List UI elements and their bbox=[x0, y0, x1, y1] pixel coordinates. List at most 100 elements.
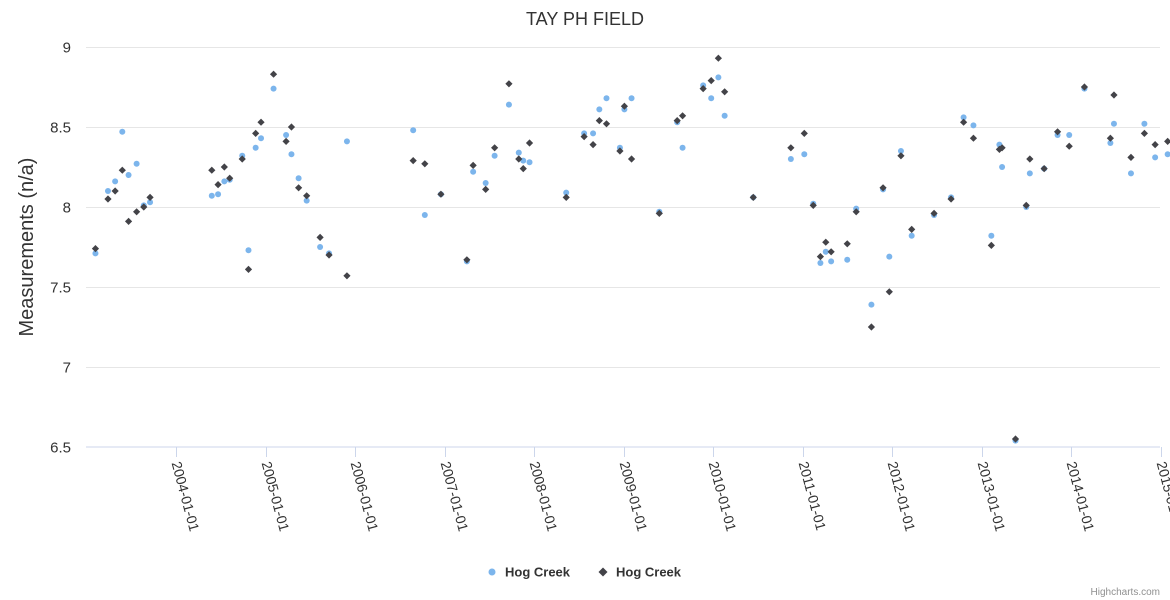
data-point-diamond[interactable] bbox=[699, 85, 707, 93]
data-point-circle[interactable] bbox=[787, 156, 794, 162]
data-point-circle[interactable] bbox=[628, 95, 635, 102]
data-point-diamond[interactable] bbox=[469, 161, 477, 169]
data-point-diamond[interactable] bbox=[620, 102, 628, 110]
data-point-circle[interactable] bbox=[721, 112, 728, 119]
data-point-circle[interactable] bbox=[526, 159, 533, 166]
data-point-diamond[interactable] bbox=[930, 209, 938, 217]
data-point-circle[interactable] bbox=[708, 95, 715, 102]
data-point-circle[interactable] bbox=[960, 114, 967, 121]
data-point-circle[interactable] bbox=[133, 160, 140, 167]
data-point-diamond[interactable] bbox=[463, 256, 471, 264]
data-point-diamond[interactable] bbox=[226, 174, 234, 182]
data-point-circle[interactable] bbox=[245, 247, 252, 254]
data-point-diamond[interactable] bbox=[252, 129, 260, 137]
data-point-diamond[interactable] bbox=[721, 88, 729, 96]
data-point-circle[interactable] bbox=[270, 85, 277, 92]
data-point-circle[interactable] bbox=[868, 301, 875, 308]
data-point-circle[interactable] bbox=[1110, 120, 1117, 127]
data-point-diamond[interactable] bbox=[827, 248, 835, 256]
data-point-circle[interactable] bbox=[491, 152, 498, 159]
data-point-diamond[interactable] bbox=[316, 233, 324, 241]
data-point-diamond[interactable] bbox=[998, 144, 1006, 152]
data-point-circle[interactable] bbox=[252, 144, 259, 151]
data-point-circle[interactable] bbox=[988, 232, 995, 239]
data-point-diamond[interactable] bbox=[602, 120, 611, 128]
data-point-diamond[interactable] bbox=[238, 155, 246, 163]
data-point-circle[interactable] bbox=[715, 74, 722, 81]
data-point-circle[interactable] bbox=[1141, 120, 1148, 127]
data-point-diamond[interactable] bbox=[515, 155, 523, 163]
data-point-circle[interactable] bbox=[119, 128, 126, 135]
data-point-circle[interactable] bbox=[908, 232, 915, 239]
data-point-diamond[interactable] bbox=[295, 184, 303, 192]
data-point-diamond[interactable] bbox=[409, 157, 417, 165]
data-point-diamond[interactable] bbox=[214, 181, 222, 189]
data-point-diamond[interactable] bbox=[269, 70, 278, 78]
data-point-circle[interactable] bbox=[1152, 154, 1159, 161]
data-point-diamond[interactable] bbox=[749, 193, 757, 201]
legend-item-hog-creek-circle[interactable]: Hog Creek bbox=[488, 565, 571, 580]
legend[interactable]: Hog Creek Hog Creek bbox=[488, 565, 682, 580]
data-point-diamond[interactable] bbox=[655, 209, 663, 217]
data-point-diamond[interactable] bbox=[303, 192, 311, 200]
data-point-diamond[interactable] bbox=[616, 147, 624, 155]
data-point-circle[interactable] bbox=[1026, 170, 1033, 177]
data-point-diamond[interactable] bbox=[843, 240, 851, 248]
data-point-diamond[interactable] bbox=[908, 225, 916, 233]
data-point-diamond[interactable] bbox=[627, 155, 636, 163]
data-point-circle[interactable] bbox=[112, 178, 119, 185]
data-point-diamond[interactable] bbox=[822, 238, 830, 246]
data-point-circle[interactable] bbox=[283, 132, 290, 138]
data-point-diamond[interactable] bbox=[491, 144, 499, 152]
data-point-diamond[interactable] bbox=[1106, 134, 1114, 142]
data-point-diamond[interactable] bbox=[885, 288, 893, 296]
data-point-circle[interactable] bbox=[410, 127, 417, 134]
data-point-diamond[interactable] bbox=[969, 134, 978, 142]
data-point-circle[interactable] bbox=[343, 138, 350, 145]
data-point-circle[interactable] bbox=[515, 149, 522, 156]
data-point-diamond[interactable] bbox=[1140, 129, 1148, 137]
data-point-diamond[interactable] bbox=[879, 184, 887, 192]
data-point-circle[interactable] bbox=[92, 250, 99, 257]
data-point-circle[interactable] bbox=[215, 191, 222, 198]
data-point-circle[interactable] bbox=[844, 256, 851, 263]
legend-item-hog-creek-diamond[interactable]: Hog Creek bbox=[598, 565, 682, 580]
data-point-diamond[interactable] bbox=[1026, 155, 1034, 163]
data-point-diamond[interactable] bbox=[800, 129, 808, 137]
data-point-circle[interactable] bbox=[295, 175, 302, 182]
data-point-diamond[interactable] bbox=[104, 195, 112, 203]
data-point-diamond[interactable] bbox=[257, 118, 265, 126]
data-point-diamond[interactable] bbox=[589, 141, 597, 149]
data-point-diamond[interactable] bbox=[244, 265, 253, 273]
data-point-diamond[interactable] bbox=[525, 139, 534, 147]
data-point-circle[interactable] bbox=[317, 244, 324, 250]
data-point-circle[interactable] bbox=[590, 130, 597, 137]
data-point-circle[interactable] bbox=[828, 258, 835, 265]
data-point-diamond[interactable] bbox=[146, 193, 154, 201]
data-point-circle[interactable] bbox=[482, 180, 489, 186]
data-point-diamond[interactable] bbox=[343, 272, 351, 280]
data-point-diamond[interactable] bbox=[947, 195, 955, 203]
data-point-diamond[interactable] bbox=[678, 112, 687, 120]
data-point-diamond[interactable] bbox=[124, 217, 133, 225]
data-point-diamond[interactable] bbox=[118, 166, 126, 174]
data-point-diamond[interactable] bbox=[287, 123, 296, 131]
data-point-diamond[interactable] bbox=[595, 117, 603, 125]
data-point-diamond[interactable] bbox=[220, 163, 228, 171]
data-point-circle[interactable] bbox=[999, 164, 1006, 170]
data-point-circle[interactable] bbox=[1066, 132, 1073, 138]
data-point-circle[interactable] bbox=[421, 212, 428, 218]
data-point-diamond[interactable] bbox=[1151, 141, 1159, 149]
data-point-circle[interactable] bbox=[1107, 140, 1114, 146]
data-point-diamond[interactable] bbox=[1040, 165, 1048, 173]
data-point-diamond[interactable] bbox=[1022, 201, 1030, 209]
data-point-circle[interactable] bbox=[603, 95, 610, 102]
data-point-circle[interactable] bbox=[817, 260, 824, 266]
data-point-diamond[interactable] bbox=[1080, 83, 1089, 91]
data-point-diamond[interactable] bbox=[282, 137, 290, 145]
data-point-circle[interactable] bbox=[303, 197, 310, 204]
data-point-diamond[interactable] bbox=[140, 203, 148, 211]
data-point-circle[interactable] bbox=[221, 178, 228, 185]
data-point-circle[interactable] bbox=[822, 248, 829, 255]
data-point-diamond[interactable] bbox=[897, 152, 905, 160]
